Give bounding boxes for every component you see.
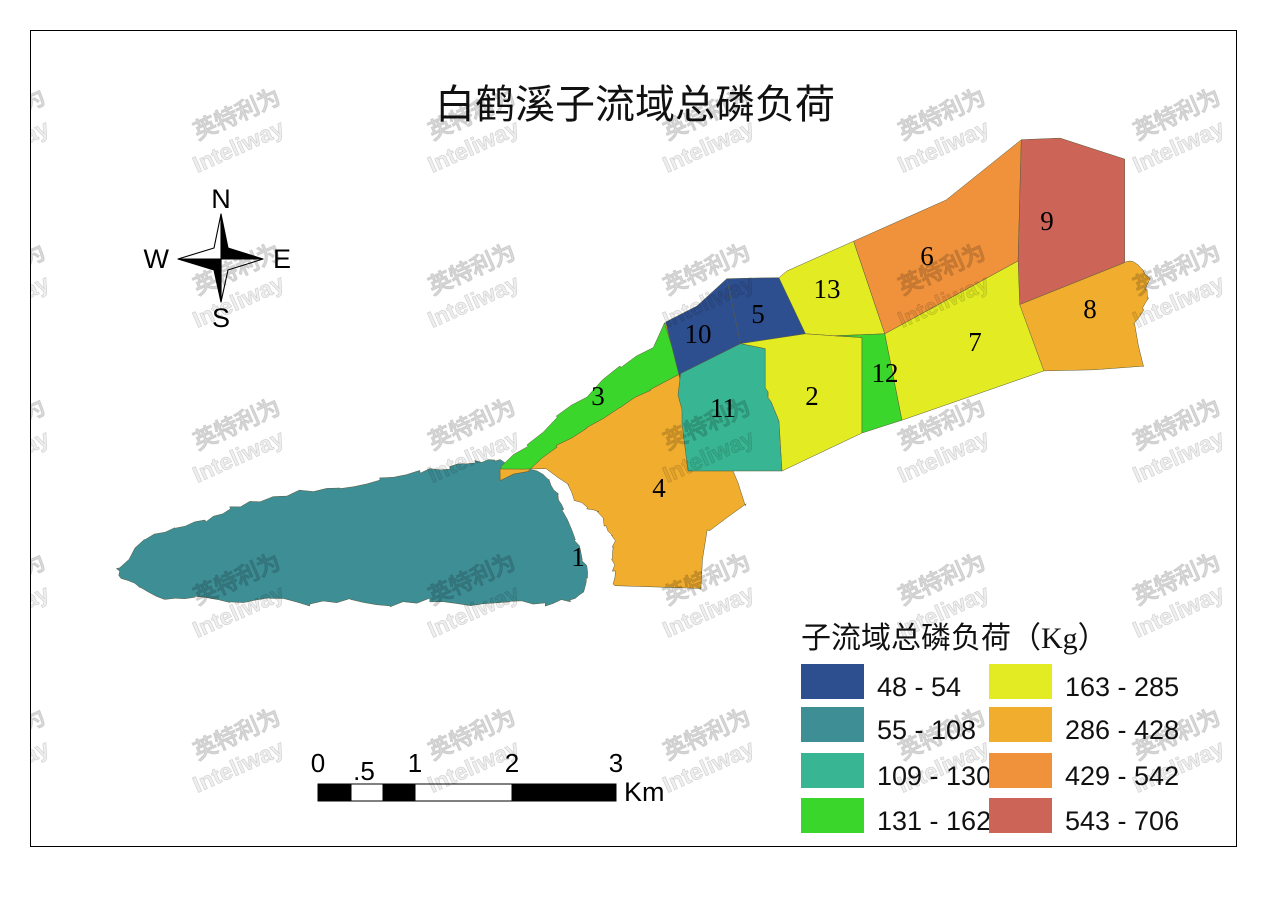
svg-text:9: 9	[1040, 206, 1054, 236]
svg-text:.5: .5	[353, 756, 375, 786]
svg-text:W: W	[144, 244, 170, 274]
svg-text:S: S	[212, 303, 230, 333]
svg-text:N: N	[211, 184, 231, 214]
svg-text:10: 10	[685, 319, 712, 349]
svg-text:12: 12	[872, 358, 899, 388]
svg-text:5: 5	[751, 299, 765, 329]
svg-text:7: 7	[968, 327, 982, 357]
svg-text:13: 13	[814, 274, 841, 304]
svg-text:8: 8	[1083, 294, 1097, 324]
svg-text:3: 3	[591, 381, 605, 411]
svg-text:Km: Km	[624, 777, 665, 807]
svg-text:1: 1	[571, 542, 585, 572]
svg-text:0: 0	[311, 748, 325, 778]
svg-text:11: 11	[710, 393, 736, 423]
svg-text:3: 3	[609, 748, 623, 778]
svg-text:2: 2	[805, 381, 819, 411]
svg-text:2: 2	[505, 748, 519, 778]
svg-text:E: E	[273, 244, 291, 274]
svg-text:1: 1	[408, 748, 422, 778]
svg-text:6: 6	[920, 241, 934, 271]
svg-text:4: 4	[652, 473, 666, 503]
